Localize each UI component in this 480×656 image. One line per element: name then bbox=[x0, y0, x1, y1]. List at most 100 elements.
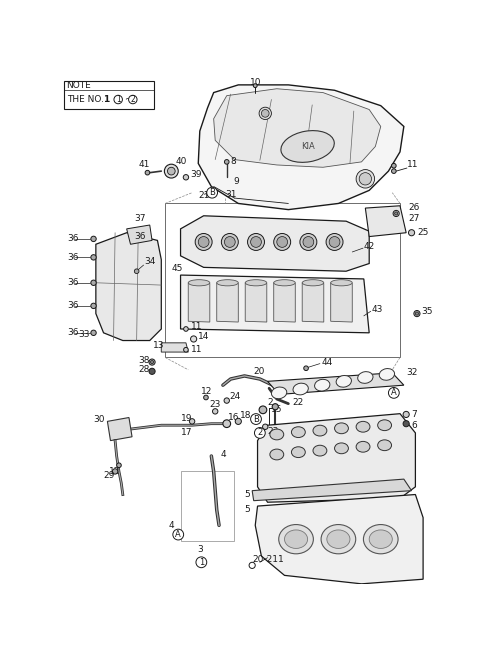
Circle shape bbox=[183, 174, 189, 180]
Polygon shape bbox=[255, 495, 423, 584]
Text: 30: 30 bbox=[94, 415, 105, 424]
Circle shape bbox=[190, 419, 195, 424]
Circle shape bbox=[414, 310, 420, 317]
Circle shape bbox=[112, 469, 118, 474]
Circle shape bbox=[91, 330, 96, 335]
Polygon shape bbox=[180, 275, 369, 333]
Circle shape bbox=[134, 269, 139, 274]
Text: 29: 29 bbox=[104, 471, 115, 480]
Text: 27: 27 bbox=[408, 215, 420, 223]
Text: 15: 15 bbox=[271, 405, 282, 415]
Text: 36: 36 bbox=[67, 328, 79, 337]
Circle shape bbox=[225, 237, 235, 247]
Circle shape bbox=[259, 107, 271, 119]
Circle shape bbox=[359, 173, 372, 185]
Text: 24: 24 bbox=[229, 392, 240, 401]
Ellipse shape bbox=[313, 425, 327, 436]
Text: THE NO.: THE NO. bbox=[67, 95, 104, 104]
Text: NOTE: NOTE bbox=[67, 81, 91, 90]
Circle shape bbox=[392, 163, 396, 168]
Text: ~: ~ bbox=[123, 95, 131, 104]
Circle shape bbox=[403, 411, 409, 417]
Text: 37: 37 bbox=[134, 215, 146, 223]
Ellipse shape bbox=[369, 530, 392, 548]
Ellipse shape bbox=[363, 525, 398, 554]
Circle shape bbox=[392, 169, 396, 173]
Text: 7: 7 bbox=[411, 410, 417, 419]
Text: 20-211: 20-211 bbox=[252, 556, 284, 564]
Circle shape bbox=[129, 95, 137, 104]
Text: 14: 14 bbox=[198, 332, 210, 341]
Ellipse shape bbox=[285, 530, 308, 548]
Circle shape bbox=[224, 398, 229, 403]
Circle shape bbox=[114, 95, 122, 104]
Ellipse shape bbox=[336, 375, 351, 387]
Text: 38: 38 bbox=[138, 356, 150, 365]
Polygon shape bbox=[161, 343, 188, 352]
Ellipse shape bbox=[378, 420, 392, 430]
Circle shape bbox=[251, 237, 262, 247]
Circle shape bbox=[235, 419, 241, 424]
Text: 41: 41 bbox=[138, 161, 150, 169]
Circle shape bbox=[415, 312, 419, 315]
Circle shape bbox=[149, 359, 155, 365]
Circle shape bbox=[300, 234, 317, 251]
Circle shape bbox=[151, 361, 154, 363]
Circle shape bbox=[207, 188, 217, 198]
Polygon shape bbox=[188, 283, 210, 322]
Circle shape bbox=[225, 159, 229, 164]
Circle shape bbox=[91, 280, 96, 285]
Circle shape bbox=[356, 170, 374, 188]
Polygon shape bbox=[214, 89, 381, 167]
Text: 17: 17 bbox=[180, 428, 192, 438]
Circle shape bbox=[277, 237, 288, 247]
Circle shape bbox=[173, 529, 184, 540]
Circle shape bbox=[195, 234, 212, 251]
Text: A: A bbox=[391, 388, 396, 398]
Circle shape bbox=[191, 336, 197, 342]
Text: 2: 2 bbox=[131, 95, 135, 104]
Circle shape bbox=[213, 409, 218, 414]
Text: 4: 4 bbox=[169, 521, 175, 530]
Text: 13: 13 bbox=[153, 341, 164, 350]
Text: 36: 36 bbox=[67, 234, 79, 243]
Ellipse shape bbox=[274, 279, 295, 286]
Text: 36: 36 bbox=[67, 301, 79, 310]
Text: 26: 26 bbox=[408, 203, 420, 212]
Text: 45: 45 bbox=[171, 264, 183, 274]
Text: 19: 19 bbox=[180, 414, 192, 422]
Ellipse shape bbox=[281, 131, 334, 162]
Text: 36: 36 bbox=[134, 232, 146, 241]
Circle shape bbox=[145, 171, 150, 175]
Circle shape bbox=[204, 395, 208, 400]
Polygon shape bbox=[180, 216, 369, 271]
Text: 1: 1 bbox=[116, 95, 120, 104]
Ellipse shape bbox=[356, 421, 370, 432]
Ellipse shape bbox=[314, 379, 330, 391]
Bar bbox=[165, 203, 400, 358]
Polygon shape bbox=[96, 233, 161, 340]
Text: 12: 12 bbox=[201, 387, 213, 396]
Ellipse shape bbox=[217, 279, 238, 286]
Ellipse shape bbox=[378, 440, 392, 451]
Text: 36: 36 bbox=[67, 278, 79, 287]
Text: 39: 39 bbox=[190, 170, 201, 178]
Circle shape bbox=[304, 366, 308, 371]
Text: 42: 42 bbox=[364, 242, 375, 251]
Circle shape bbox=[91, 303, 96, 308]
Circle shape bbox=[262, 110, 269, 117]
Polygon shape bbox=[331, 283, 352, 322]
Ellipse shape bbox=[245, 279, 267, 286]
Circle shape bbox=[408, 230, 415, 236]
Text: 5: 5 bbox=[244, 490, 250, 499]
Circle shape bbox=[274, 234, 291, 251]
Text: 11: 11 bbox=[191, 345, 202, 354]
Circle shape bbox=[272, 403, 278, 410]
Text: 5: 5 bbox=[244, 505, 250, 514]
Polygon shape bbox=[217, 283, 238, 322]
Polygon shape bbox=[274, 283, 295, 322]
Ellipse shape bbox=[270, 449, 284, 460]
Text: 1: 1 bbox=[199, 558, 204, 567]
Circle shape bbox=[329, 237, 340, 247]
Text: 18: 18 bbox=[240, 411, 252, 420]
